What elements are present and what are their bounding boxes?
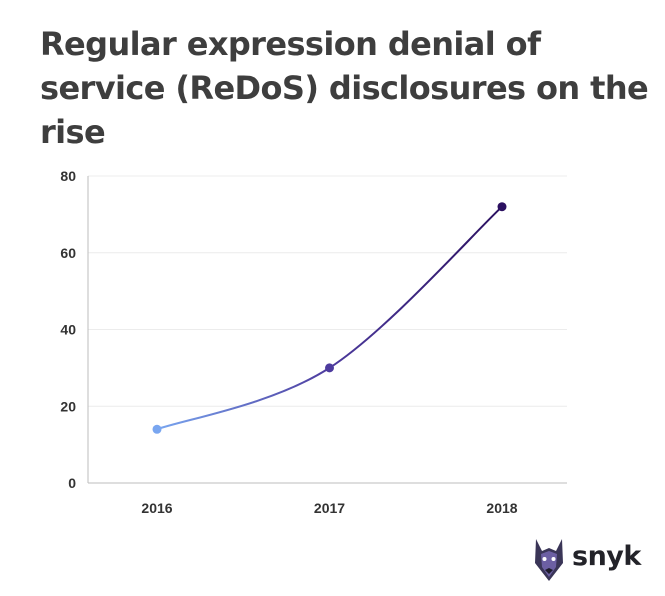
y-tick-label: 40 — [60, 322, 76, 338]
y-tick-label: 20 — [60, 398, 76, 414]
series — [152, 202, 507, 434]
brand-name: snyk — [572, 541, 641, 572]
x-tick-label: 2017 — [314, 500, 345, 516]
series-line — [156, 205, 503, 431]
data-point — [325, 363, 334, 373]
x-tick-label: 2016 — [141, 500, 172, 516]
chart-title: Regular expression denial of service (Re… — [40, 25, 649, 151]
x-tick-labels: 2016 2017 2018 — [141, 500, 517, 516]
gridlines — [88, 175, 567, 407]
data-point — [497, 202, 507, 212]
snyk-logo: snyk — [532, 537, 641, 583]
data-point — [152, 424, 162, 434]
y-tick-label: 80 — [60, 168, 76, 184]
y-tick-label: 60 — [60, 245, 76, 261]
axes — [87, 176, 567, 484]
doberman-logo-icon — [535, 539, 563, 581]
x-tick-label: 2018 — [486, 500, 517, 516]
y-tick-label: 0 — [68, 475, 76, 491]
y-tick-labels: 0 20 40 60 80 — [60, 168, 76, 491]
